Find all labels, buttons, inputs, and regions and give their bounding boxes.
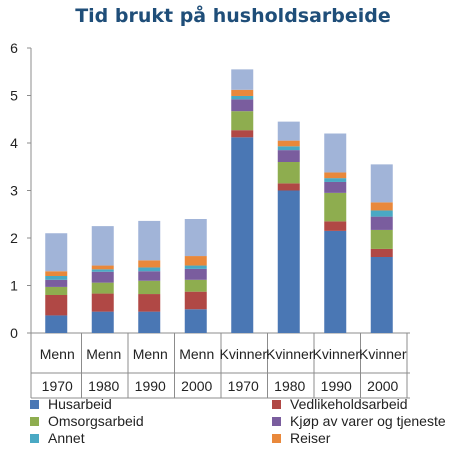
y-tick-label: 1 (10, 278, 18, 294)
bar-segment (231, 99, 254, 112)
bar-segment (231, 111, 254, 131)
bar-segment (324, 230, 347, 333)
bar-segment (231, 95, 254, 100)
y-tick-label: 4 (10, 135, 18, 151)
bar-segment (91, 269, 114, 272)
x-group-label: Kvinner (313, 346, 361, 362)
bar-segment (91, 282, 114, 294)
bar-segment (324, 221, 347, 231)
bar-segment (45, 279, 68, 287)
x-group-label: Kvinner (220, 346, 268, 362)
x-year-label: 2000 (367, 378, 398, 394)
chart-title: Tid brukt på husholdsarbeide (75, 5, 391, 27)
x-group-label: Kvinner (266, 346, 314, 362)
bars (45, 69, 393, 333)
bar-segment (138, 294, 161, 312)
bar-segment (277, 150, 300, 162)
bar-segment (184, 265, 207, 269)
y-tick-label: 0 (10, 325, 18, 341)
bar-segment (45, 295, 68, 316)
bar-segment (45, 276, 68, 280)
bar-segment (324, 192, 347, 222)
bar-segment (138, 271, 161, 281)
bar-segment (324, 181, 347, 193)
bar-segment (370, 216, 393, 230)
x-group-label: Menn (86, 346, 121, 362)
bar-segment (370, 164, 393, 203)
bar-segment (184, 256, 207, 266)
bar-segment (184, 279, 207, 292)
bar-segment (138, 267, 161, 272)
bar-segment (324, 178, 347, 182)
bar-segment (231, 137, 254, 333)
axes: 0 1 2 3 4 5 6 (10, 40, 410, 399)
x-axis-labels: Menn 1970 Menn 1980 Menn 1990 Menn 2000 Kvinner 1… (40, 346, 407, 394)
bar-segment (370, 229, 393, 249)
x-group-label: Menn (40, 346, 75, 362)
bar-segment (231, 89, 254, 96)
bar-segment (370, 202, 393, 211)
x-year-label: 1970 (228, 378, 259, 394)
bar-segment (138, 280, 161, 295)
bar-segment (45, 233, 68, 272)
y-tick-label: 6 (10, 40, 18, 56)
x-year-label: 1970 (42, 378, 73, 394)
bar-segment (45, 271, 68, 276)
y-tick-label: 5 (10, 88, 18, 104)
bar-segment (277, 140, 300, 147)
bar-segment (370, 257, 393, 333)
x-group-label: Menn (133, 346, 168, 362)
bar-segment (277, 183, 300, 191)
bar-segment (45, 286, 68, 295)
bar-segment (370, 248, 393, 257)
bar-segment (324, 172, 347, 179)
x-year-label: 1990 (321, 378, 352, 394)
y-tick-label: 2 (10, 230, 18, 246)
bar-segment (184, 309, 207, 333)
bar-segment (184, 291, 207, 310)
x-year-label: 1990 (135, 378, 166, 394)
bar-segment (91, 226, 114, 266)
bar-segment (91, 271, 114, 283)
bar-segment (138, 260, 161, 268)
y-tick-label: 3 (10, 183, 18, 199)
bar-segment (138, 311, 161, 333)
x-year-label: 2000 (181, 378, 212, 394)
bar-segment (231, 69, 254, 90)
bar-segment (370, 210, 393, 217)
bar-segment (184, 219, 207, 257)
bar-segment (277, 121, 300, 141)
x-group-label: Kvinner (359, 346, 407, 362)
bar-segment (45, 315, 68, 333)
bar-segment (277, 190, 300, 333)
bar-segment (138, 220, 161, 261)
x-year-label: 1980 (88, 378, 119, 394)
x-year-label: 1980 (274, 378, 305, 394)
x-group-label: Menn (179, 346, 214, 362)
bar-segment (277, 162, 300, 184)
bar-segment (184, 268, 207, 280)
bar-segment (91, 265, 114, 270)
bar-segment (324, 133, 347, 173)
bar-segment (91, 293, 114, 312)
bar-segment (91, 311, 114, 333)
bar-segment (277, 146, 300, 151)
bar-segment (231, 130, 254, 138)
